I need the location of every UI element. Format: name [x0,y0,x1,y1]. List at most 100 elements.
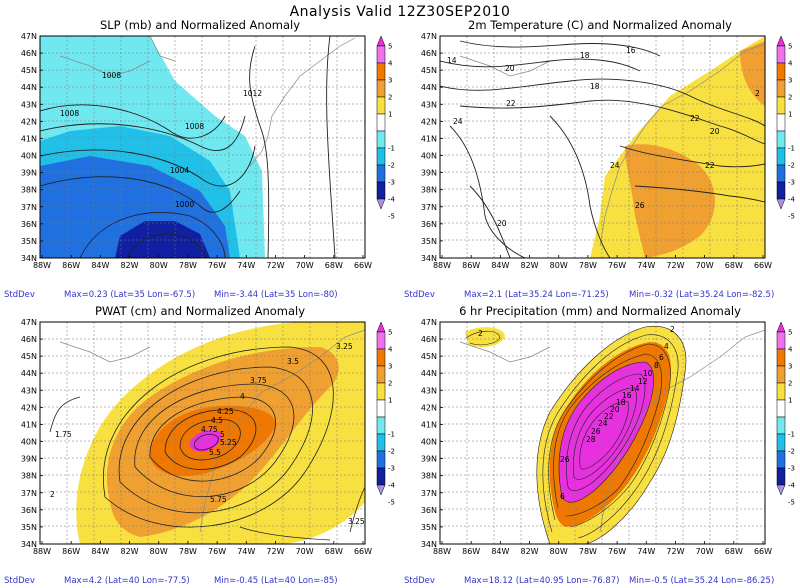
lon-tick-label: 72W [266,261,284,270]
lat-tick-label: 39N [21,169,37,178]
lat-tick-label: 38N [421,472,437,481]
svg-text:6: 6 [560,492,565,501]
colorbar-swatch [376,382,386,401]
lon-tick-label: 72W [666,261,684,270]
colorbar-label: -1 [388,431,395,439]
lon-tick-label: 88W [433,261,451,270]
lon-tick-label: 88W [33,261,51,270]
colorbar-label: 2 [788,380,792,388]
lon-tick-label: 84W [91,261,109,270]
lon-tick-label: 86W [62,261,80,270]
lat-axis: 47N 46N 45N 44N 43N 42N 41N 40N 39N 38N 37N 36N 35N 3… [21,318,43,549]
colorbar-label: -1 [788,431,795,439]
lat-tick-label: 41N [421,134,437,143]
lat-tick-label: 44N [421,83,437,92]
stats-label: StdDev [4,290,35,300]
slp-map: 1008 1008 1008 1004 1000 1012 47N46N45N4… [21,32,396,270]
colorbar-swatch [376,348,386,367]
stats-max: Max=4.2 (Lat=40 Lon=-77.5) [64,576,190,586]
colorbar-swatch [776,416,786,435]
colorbar-top-arrow [776,35,786,47]
lat-tick-label: 42N [21,403,37,412]
svg-text:2: 2 [478,329,483,338]
lat-tick-label: 34N [421,540,437,549]
panel-title: PWAT (cm) and Normalized Anomaly [94,304,306,318]
lat-tick-label: 38N [21,472,37,481]
lon-tick-label: 88W [33,547,51,556]
colorbar-label: 4 [788,346,793,354]
colorbar-label: 2 [388,94,392,102]
colorbar-swatch [776,45,786,64]
anomaly-fill-plus5 [559,362,654,503]
colorbar-swatch [776,96,786,115]
colorbar-label: 1 [788,397,792,405]
colorbar-label: 5 [388,329,392,337]
lon-tick-label: 86W [62,547,80,556]
colorbar-swatch [776,399,786,418]
svg-text:2: 2 [670,325,675,334]
colorbar-swatch [776,79,786,98]
svg-text:20: 20 [710,127,720,136]
svg-text:5: 5 [220,430,225,439]
colorbar-swatch [776,450,786,469]
lat-tick-label: 47N [421,32,437,41]
lat-tick-label: 39N [421,455,437,464]
lat-tick-label: 46N [21,335,37,344]
colorbar-swatch [776,62,786,81]
colorbar-swatch [376,365,386,384]
svg-text:1008: 1008 [185,122,204,131]
lat-tick-label: 47N [21,32,37,41]
svg-text:14: 14 [630,384,640,393]
svg-text:22: 22 [690,114,700,123]
svg-text:20: 20 [505,64,515,73]
contour-labels: 3.5 3.25 3.75 4 4.25 4.5 4.75 5 5.25 5.5… [50,342,365,526]
svg-text:18: 18 [616,398,626,407]
colorbar: 5 4 3 2 1 -1 -2 -3 -4 -5 [376,321,396,507]
lat-tick-label: 44N [421,369,437,378]
stats-label: StdDev [4,576,35,586]
lon-tick-label: 76W [608,547,626,556]
lon-tick-label: 70W [296,261,314,270]
lat-tick-label: 43N [421,100,437,109]
lat-tick-label: 43N [21,386,37,395]
svg-text:3.25: 3.25 [336,342,353,351]
svg-text:26: 26 [591,427,601,436]
contour-labels: 16 14 18 20 18 22 24 22 20 22 24 26 20 2 [447,46,760,228]
svg-text:3.25: 3.25 [348,517,365,526]
colorbar-swatch [776,147,786,166]
lon-tick-label: 76W [208,547,226,556]
colorbar-label: -3 [388,179,395,187]
colorbar-swatch [776,130,786,149]
colorbar-label: 4 [388,346,393,354]
lon-axis: 88W 86W 84W 82W 80W 78W 76W 74W 72W 70W 68W 66W [433,255,772,270]
lon-tick-label: 82W [120,547,138,556]
panel-title: SLP (mb) and Normalized Anomaly [99,18,301,32]
colorbar-swatch [376,79,386,98]
colorbar: 5 4 3 2 1 -1 -2 -3 -4 -5 [776,35,796,221]
lat-axis: 47N 46N 45N 44N 43N 42N 41N 40N 39N 38N 37N 36N 35N 3… [421,318,443,549]
lat-tick-label: 35N [21,237,37,246]
colorbar-label: -3 [788,465,795,473]
svg-text:24: 24 [598,419,608,428]
lon-tick-label: 66W [354,547,372,556]
stats-line: StdDev Max=0.23 (Lat=35 Lon=-67.5) Min=-… [4,290,394,302]
colorbar-swatch [376,96,386,115]
lat-tick-label: 45N [421,352,437,361]
colorbar-label: 3 [388,363,392,371]
colorbar-swatch [776,348,786,367]
colorbar-bottom-arrow [376,198,386,210]
colorbar-swatch [376,416,386,435]
colorbar-swatch [776,467,786,486]
colorbar-swatch [376,45,386,64]
colorbar-swatch [776,113,786,132]
lat-tick-label: 41N [21,134,37,143]
lat-tick-label: 40N [21,152,37,161]
colorbar-swatch [376,433,386,452]
colorbar-label: 4 [788,60,793,68]
anomaly-fill-plus2 [625,144,715,258]
lat-tick-label: 35N [21,523,37,532]
svg-text:24: 24 [453,117,463,126]
lat-tick-label: 46N [21,49,37,58]
lat-tick-label: 34N [21,254,37,263]
svg-text:18: 18 [580,51,590,60]
